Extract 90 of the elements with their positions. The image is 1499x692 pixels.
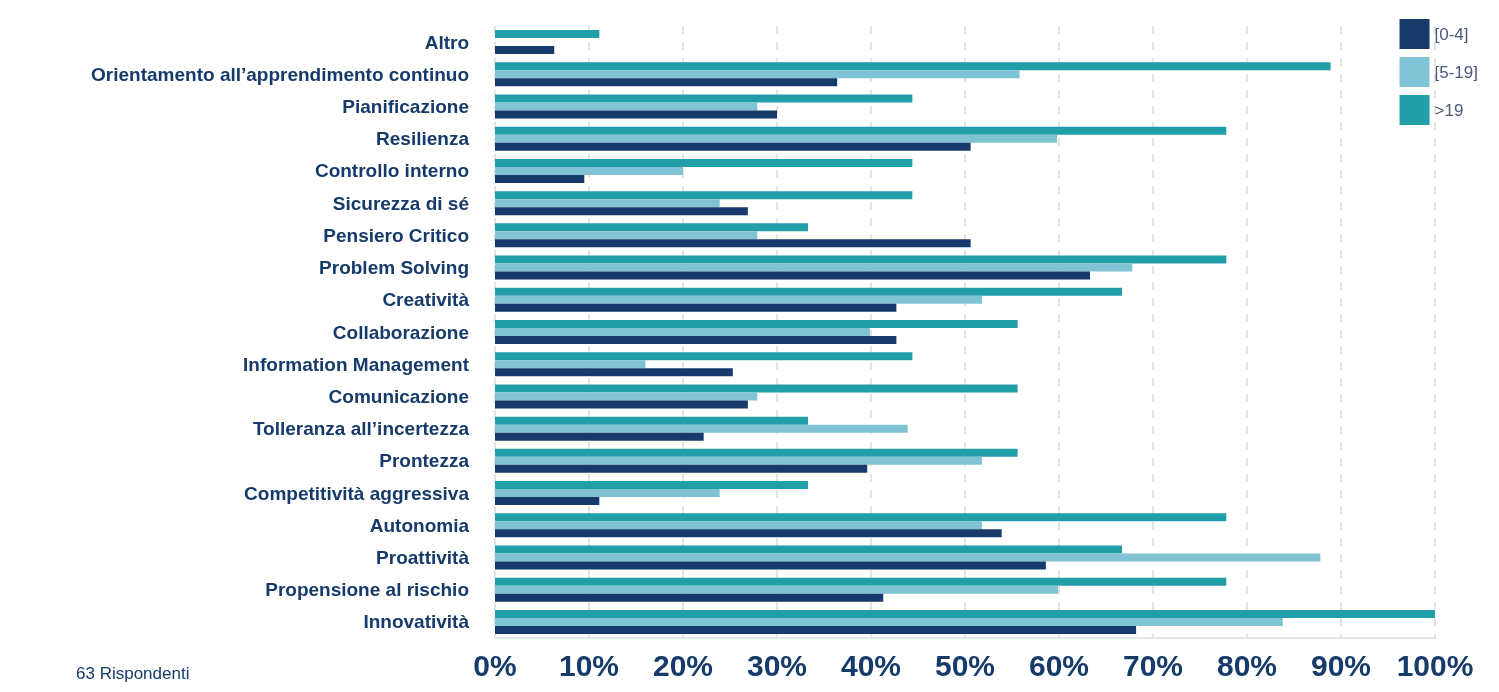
legend-label: >19 (1434, 100, 1464, 120)
bar (495, 336, 897, 344)
y-tick-label: Altro (424, 31, 469, 53)
bar (495, 303, 897, 312)
bar (495, 553, 1321, 562)
y-tick-label: Tolleranza all’incertezza (252, 418, 470, 440)
bar (495, 126, 1227, 135)
bar (495, 368, 733, 377)
x-tick-label: 100% (1396, 648, 1474, 682)
y-tick-label: Pianificazione (342, 96, 469, 118)
bar (495, 78, 838, 87)
y-tick-label: Controllo interno (314, 160, 469, 182)
x-tick-label: 0% (473, 648, 517, 682)
bar (495, 158, 913, 167)
bar (495, 625, 1137, 634)
y-tick-label: Creatività (382, 289, 470, 311)
bar (495, 174, 585, 183)
bar (495, 207, 748, 216)
text: 63 Rispondenti (76, 664, 190, 683)
bar (495, 432, 704, 441)
bar (495, 585, 1059, 594)
bar (495, 481, 809, 490)
y-tick-label: Resilienza (376, 128, 470, 150)
bar (495, 110, 777, 119)
bar (495, 255, 1227, 264)
bar (495, 191, 913, 200)
y-tick-label: Competitività aggressiva (244, 482, 470, 504)
bar (495, 464, 868, 473)
y-tick-label: Problem Solving (319, 257, 469, 279)
x-tick-label: 40% (840, 648, 902, 682)
y-tick-label: Prontezza (379, 450, 470, 472)
y-tick-label: Orientamento all’apprendimento continuo (91, 63, 469, 85)
bar (495, 497, 600, 506)
bar (495, 62, 1331, 71)
x-tick-label: 50% (934, 648, 996, 682)
x-tick-label: 90% (1310, 648, 1372, 682)
bar (495, 102, 758, 111)
bar (495, 561, 1046, 570)
y-tick-label: Propensione al rischio (265, 579, 469, 601)
bar (495, 448, 1018, 457)
bar (495, 134, 1058, 143)
y-tick-label: Comunicazione (328, 385, 469, 407)
x-tick-label: 60% (1028, 648, 1090, 682)
bar (495, 263, 1133, 272)
x-tick-label: 20% (652, 648, 714, 682)
bar (495, 231, 758, 240)
x-tick-label: 30% (746, 648, 808, 682)
bar (495, 46, 555, 55)
bar (495, 384, 1018, 393)
y-tick-label: Collaborazione (332, 321, 469, 343)
bar (495, 529, 1002, 538)
bar (495, 456, 982, 465)
bar (495, 320, 1018, 328)
bar (495, 94, 913, 103)
bar (495, 30, 600, 39)
y-tick-label: Autonomia (369, 514, 470, 536)
bar (495, 166, 683, 175)
bar (495, 424, 908, 433)
bar (495, 360, 646, 369)
bar (495, 416, 809, 425)
bar (495, 392, 758, 401)
bar (495, 223, 809, 232)
legend-label: [0-4] (1434, 24, 1469, 44)
x-tick-label: 70% (1122, 648, 1184, 682)
bar (495, 617, 1283, 626)
bar (495, 295, 982, 304)
y-tick-label: Information Management (243, 353, 470, 375)
bar (495, 577, 1227, 586)
bar (495, 142, 971, 151)
y-tick-label: Innovatività (363, 611, 470, 633)
x-tick-label: 10% (558, 648, 620, 682)
bar (495, 199, 720, 208)
bar (495, 400, 748, 409)
x-tick-label: 80% (1216, 648, 1278, 682)
bar (495, 239, 971, 248)
bar (495, 489, 720, 498)
bar (495, 609, 1435, 618)
bar (495, 545, 1122, 554)
bar (495, 513, 1227, 522)
bar (495, 352, 913, 361)
bar (495, 271, 1091, 280)
bar (495, 287, 1122, 296)
bar (495, 593, 884, 602)
bar (495, 70, 1020, 79)
legend-label: [5-19] (1434, 62, 1479, 82)
bar (495, 521, 982, 530)
bar (495, 328, 871, 336)
y-tick-label: Pensiero Critico (323, 224, 469, 246)
y-tick-label: Sicurezza di sé (332, 192, 469, 214)
y-tick-label: Proattività (376, 546, 470, 568)
